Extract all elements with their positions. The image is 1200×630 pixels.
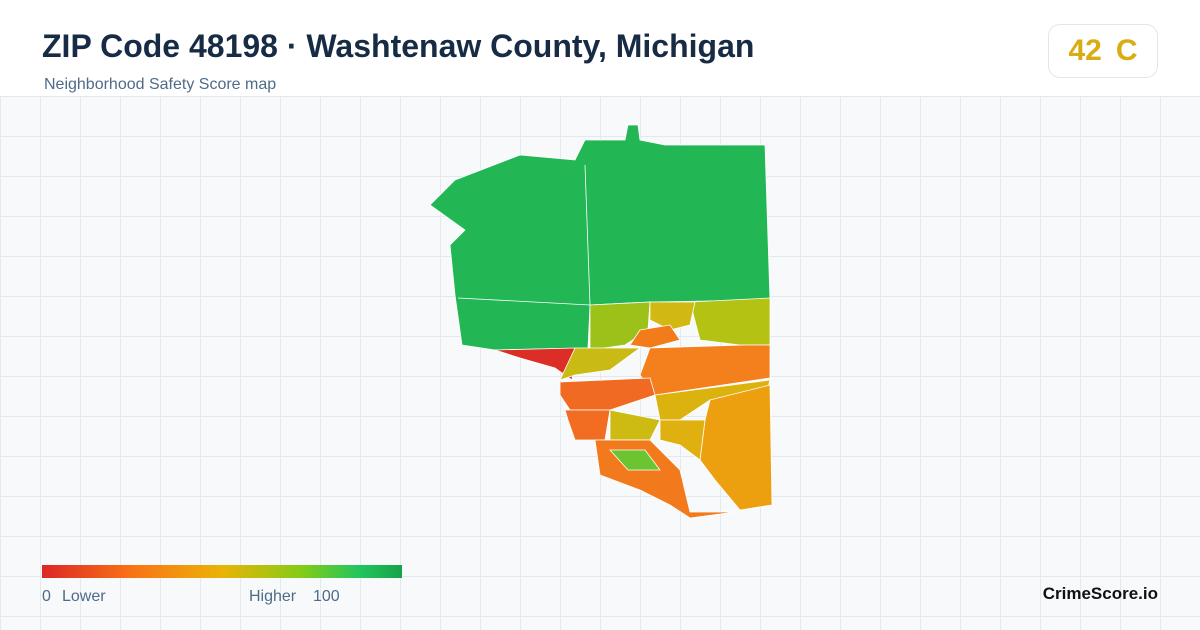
area-border bbox=[457, 297, 591, 306]
score-badge: 42 C bbox=[1048, 24, 1158, 78]
area bbox=[609, 409, 661, 441]
legend-gradient bbox=[42, 565, 402, 578]
legend-min-label: Lower bbox=[62, 588, 106, 605]
legend-max-label: Higher bbox=[249, 588, 297, 605]
area bbox=[629, 324, 681, 349]
score: 42 bbox=[1068, 34, 1102, 67]
grade: C bbox=[1115, 34, 1138, 67]
area bbox=[564, 409, 611, 441]
header: ZIP Code 48198 · Washtenaw County, Michi… bbox=[0, 0, 1200, 97]
area bbox=[429, 124, 771, 351]
area bbox=[559, 347, 642, 381]
area bbox=[609, 449, 661, 471]
area bbox=[689, 297, 771, 346]
area bbox=[649, 301, 696, 331]
area bbox=[659, 419, 706, 461]
area bbox=[559, 377, 656, 411]
legend-min: 0 bbox=[42, 588, 51, 605]
area-border bbox=[584, 164, 591, 306]
area bbox=[639, 344, 771, 396]
area bbox=[699, 384, 773, 511]
legend-max: 100 bbox=[313, 588, 340, 605]
title: ZIP Code 48198 · Washtenaw County, Michi… bbox=[42, 28, 755, 64]
brand: CrimeScore.io bbox=[1042, 584, 1158, 603]
subtitle: Neighborhood Safety Score map bbox=[44, 76, 277, 93]
